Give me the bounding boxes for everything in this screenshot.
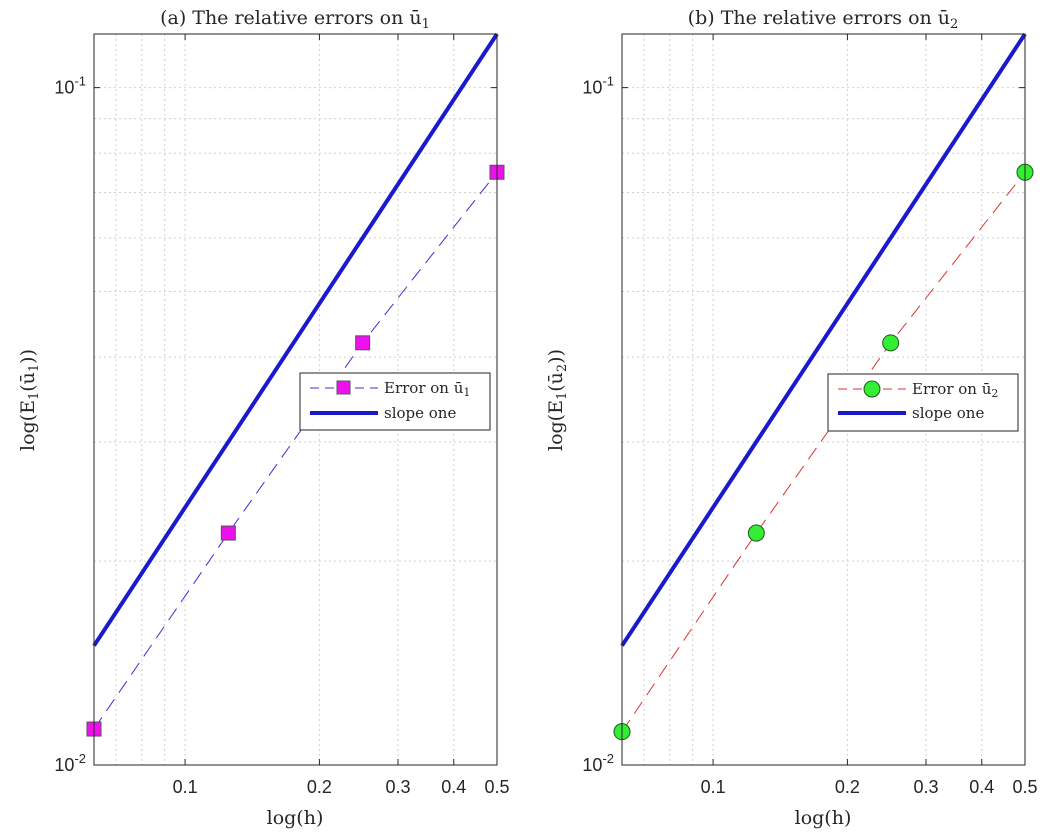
data-point xyxy=(882,334,900,352)
legend-box xyxy=(299,372,491,431)
data-point xyxy=(220,525,236,541)
y-axis-label: log(E1(ū2)) xyxy=(545,349,570,451)
x-tick-labels: 0.1 0.2 0.3 0.4 0.5 xyxy=(173,777,510,797)
y-tick-label: 10-1 xyxy=(582,74,614,98)
x-tick-label: 0.1 xyxy=(173,777,198,797)
series-line-1 xyxy=(92,32,499,647)
tick-marks xyxy=(94,34,498,766)
panel-b: 0.1 0.2 0.3 0.4 0.5 10-2 10-1 (b) The relativ… xyxy=(545,7,1038,829)
x-tick-label: 0.5 xyxy=(484,777,509,797)
tick-marks xyxy=(622,34,1026,766)
series-line-1 xyxy=(620,32,1027,647)
axes-box xyxy=(93,33,498,766)
x-tick-label: 0.4 xyxy=(441,777,466,797)
x-tick-label: 0.1 xyxy=(701,777,726,797)
series-line-0 xyxy=(621,171,1026,732)
x-axis-label: log(h) xyxy=(795,807,852,829)
legend-series-1-marker xyxy=(336,380,351,395)
x-tick-label: 0.2 xyxy=(835,777,860,797)
legend-series-2-label: slope one xyxy=(912,404,984,422)
axes-box xyxy=(621,33,1026,766)
legend-series-2-label: slope one xyxy=(384,404,456,422)
data-point xyxy=(355,335,371,351)
x-tick-label: 0.2 xyxy=(307,777,332,797)
y-axis-label: log(E1(ū1)) xyxy=(17,349,42,451)
chart-title: (a) The relative errors on ū1 xyxy=(160,7,430,32)
panel-a: 0.1 0.2 0.3 0.4 0.5 10-2 10-1 (a) The relativ… xyxy=(17,7,510,829)
chart-title: (b) The relative errors on ū2 xyxy=(688,7,959,32)
legend: Error on ū1 slope one xyxy=(299,372,491,431)
y-tick-label: 10-2 xyxy=(582,751,614,775)
y-tick-label: 10-2 xyxy=(54,751,86,775)
x-tick-label: 0.3 xyxy=(385,777,410,797)
series-line-0 xyxy=(93,171,498,730)
x-tick-label: 0.3 xyxy=(913,777,938,797)
x-tick-labels: 0.1 0.2 0.3 0.4 0.5 xyxy=(701,777,1038,797)
y-tick-label: 10-1 xyxy=(54,74,86,98)
legend-series-1-marker xyxy=(863,380,881,398)
x-tick-label: 0.5 xyxy=(1012,777,1037,797)
data-point xyxy=(747,524,765,542)
x-tick-label: 0.4 xyxy=(969,777,994,797)
y-tick-labels: 10-2 10-1 xyxy=(582,74,614,775)
legend: Error on ū2 slope one xyxy=(827,373,1019,432)
y-tick-labels: 10-2 10-1 xyxy=(54,74,86,775)
plot-series xyxy=(86,32,505,737)
x-axis-label: log(h) xyxy=(267,807,324,829)
legend-series-1-label: Error on ū1 xyxy=(384,379,470,399)
legend-series-1-label: Error on ū2 xyxy=(912,380,998,400)
legend-box xyxy=(827,373,1019,432)
